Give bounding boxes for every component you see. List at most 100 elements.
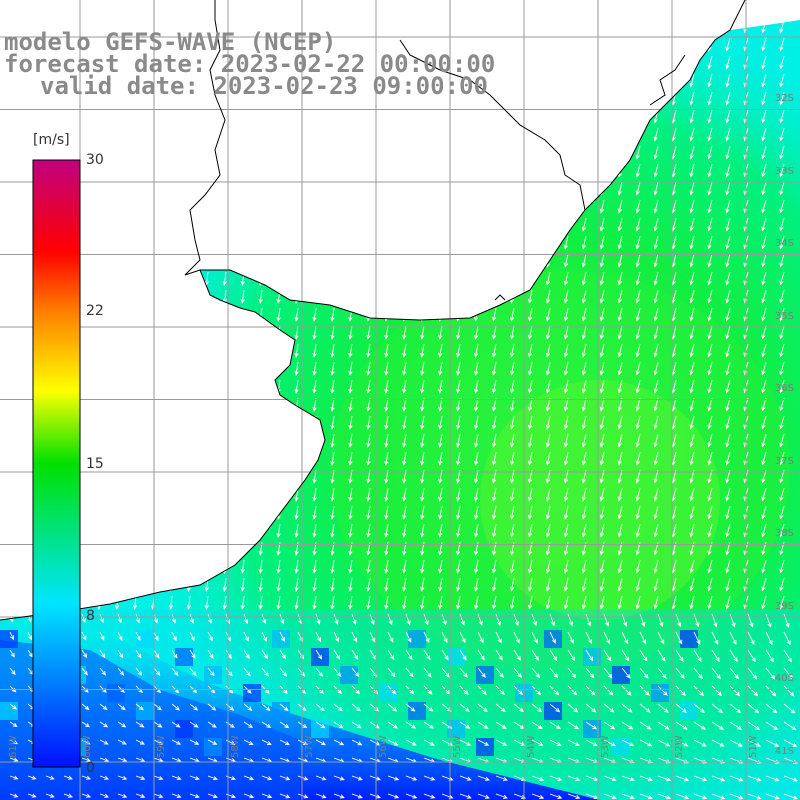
wind-arrow [657, 703, 669, 713]
wind-arrow [315, 721, 326, 729]
wind-arrow [420, 451, 425, 466]
wind-arrow [189, 631, 195, 642]
wind-arrow [207, 631, 213, 642]
wind-arrow [707, 127, 713, 142]
wind-arrow [333, 703, 343, 712]
wind-arrow [549, 685, 560, 696]
wind-arrow [330, 379, 335, 394]
wind-arrow [779, 325, 785, 340]
wind-arrow [491, 577, 497, 592]
wind-arrow [240, 595, 245, 610]
wind-arrow [567, 649, 576, 662]
wind-arrow [747, 649, 756, 663]
wind-arrow [765, 685, 777, 697]
wind-arrow [474, 451, 479, 466]
wind-arrow [657, 667, 667, 679]
wind-arrow [729, 667, 740, 680]
wind-arrow [474, 487, 479, 502]
wind-arrow [438, 343, 443, 358]
wind-arrow [384, 487, 389, 502]
wind-arrow [459, 775, 472, 781]
wind-arrow [423, 613, 429, 626]
wind-arrow [294, 505, 299, 520]
wind-arrow [423, 631, 430, 643]
wind-arrow [117, 667, 125, 676]
wind-arrow [348, 595, 353, 610]
wind-arrow [509, 433, 515, 448]
wind-arrow [384, 577, 389, 592]
wind-arrow [779, 109, 785, 124]
wind-arrow [387, 775, 400, 781]
wind-arrow [725, 433, 731, 448]
wind-arrow [725, 415, 731, 430]
wind-arrow [135, 721, 145, 728]
wind-arrow [423, 793, 436, 799]
wind-arrow [513, 793, 527, 799]
wind-arrow [603, 703, 615, 713]
wind-arrow [635, 343, 641, 358]
wind-arrow [603, 649, 612, 662]
wind-arrow [653, 289, 659, 304]
wind-arrow [707, 289, 713, 304]
wind-arrow [693, 631, 701, 645]
wind-arrow [689, 505, 695, 520]
wind-arrow [81, 613, 86, 624]
wind-arrow [276, 577, 281, 592]
wind-arrow [402, 433, 407, 448]
latitude-label: 34S [774, 238, 794, 249]
wind-arrow [711, 739, 725, 747]
wind-arrow [9, 757, 19, 762]
wind-arrow [99, 793, 110, 798]
wind-arrow [438, 433, 443, 448]
wind-arrow [27, 631, 33, 641]
wind-arrow [707, 505, 713, 520]
wind-arrow [495, 685, 505, 696]
wind-arrow [653, 487, 659, 502]
wind-arrow [423, 721, 435, 729]
wind-arrow [779, 523, 785, 538]
wind-arrow [153, 667, 161, 677]
wind-arrow [477, 631, 484, 644]
wind-arrow [599, 199, 605, 214]
field-cell [272, 630, 290, 648]
wind-arrow [617, 415, 623, 430]
wind-arrow [635, 253, 641, 268]
wind-arrow [81, 667, 88, 676]
wind-arrow [761, 433, 767, 448]
wind-arrow [761, 217, 767, 232]
wind-arrow [761, 55, 767, 70]
wind-arrow [527, 523, 533, 538]
wind-arrow [279, 775, 291, 781]
wind-arrow [387, 649, 395, 661]
wind-arrow [330, 343, 335, 358]
wind-arrow [747, 685, 759, 697]
wind-arrow [549, 775, 563, 782]
wind-arrow [99, 739, 109, 745]
wind-arrow [563, 361, 569, 376]
wind-arrow [366, 325, 371, 340]
wind-arrow [545, 595, 551, 610]
wind-arrow [729, 613, 736, 628]
wind-arrow [297, 739, 308, 746]
wind-arrow [477, 739, 490, 746]
wind-arrow [545, 433, 551, 448]
wind-arrow [405, 613, 411, 626]
wind-arrow [675, 703, 687, 713]
wind-arrow [261, 793, 273, 799]
wind-arrow [617, 199, 623, 214]
wind-arrow [276, 559, 281, 574]
wind-arrow [657, 793, 672, 800]
wind-arrow [707, 217, 713, 232]
field-cell [583, 720, 601, 738]
longitude-label: 52W [674, 735, 685, 758]
wind-arrow [725, 343, 731, 358]
wind-arrow [509, 379, 515, 394]
wind-arrow [621, 613, 628, 627]
wind-arrow [617, 181, 623, 196]
wind-arrow [747, 613, 754, 628]
wind-arrow [639, 649, 648, 662]
wind-arrow [527, 343, 533, 358]
wind-arrow [474, 379, 479, 394]
wind-arrow [635, 505, 641, 520]
wind-arrow [207, 703, 217, 711]
